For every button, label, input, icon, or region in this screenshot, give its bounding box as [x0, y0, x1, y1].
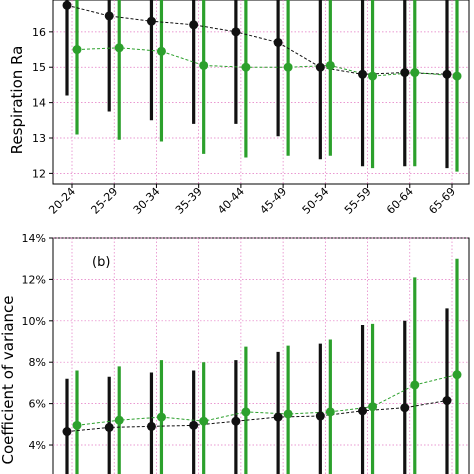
- x-tick-label: 65-69: [426, 185, 458, 217]
- x-tick-label: 30-34: [131, 185, 163, 217]
- respiration-rate-panel: 12 13 14 15 16 20-24 25-29 30-34 35-39 40-44 45-4…: [8, 0, 470, 217]
- y-tick-label: 4%: [29, 439, 46, 452]
- x-tick-label: 20-24: [46, 185, 78, 217]
- y-tick-labels-b: 4% 6% 8% 10% 12% 14%: [22, 232, 53, 452]
- y-tick-label: 12%: [22, 273, 46, 286]
- x-tick-label: 50-54: [300, 185, 332, 217]
- data-point-green: [410, 68, 420, 78]
- data-points-a: [62, 0, 462, 81]
- data-point-green: [72, 420, 82, 430]
- y-axis-label-b: Coefficient of variance: [0, 296, 17, 465]
- series-lines-a: [66, 4, 458, 77]
- data-point-black: [189, 20, 199, 30]
- data-point-green: [241, 407, 251, 417]
- data-point-green: [410, 380, 420, 390]
- data-point-green: [114, 43, 124, 53]
- data-point-black: [146, 421, 156, 431]
- plot-frame-b: [52, 237, 470, 474]
- data-point-black: [315, 411, 325, 421]
- y-tick-label: 15: [32, 61, 46, 74]
- data-point-green: [368, 402, 378, 412]
- data-point-black: [231, 416, 241, 426]
- x-tick-label: 40-44: [215, 185, 247, 217]
- data-point-green: [283, 409, 293, 419]
- x-tick-label: 55-59: [342, 185, 374, 217]
- data-point-black: [189, 420, 199, 430]
- y-tick-labels-a: 12 13 14 15 16: [32, 26, 53, 180]
- data-point-green: [452, 71, 462, 81]
- x-tick-label: 25-29: [89, 185, 121, 217]
- series-line-black: [66, 4, 448, 75]
- plot-frame-a: [52, 0, 470, 185]
- data-point-black: [146, 16, 156, 26]
- y-axis-label-a: Respiration Ra: [8, 46, 26, 155]
- series-line-green: [76, 47, 458, 77]
- data-point-black: [358, 69, 368, 79]
- x-tick-labels-a: 20-24 25-29 30-34 35-39 40-44 45-49 50-54 55-59…: [46, 184, 458, 217]
- coefficient-of-variance-panel: 4% 6% 8% 10% 12% 14% (b) Coefficient of varia…: [0, 232, 470, 474]
- data-point-green: [241, 62, 251, 72]
- data-point-black: [104, 422, 114, 432]
- data-point-green: [325, 60, 335, 70]
- series-lines-b: [66, 374, 458, 433]
- data-point-black: [62, 0, 72, 10]
- data-point-green: [199, 416, 209, 426]
- y-tick-label: 14%: [22, 232, 46, 245]
- data-point-black: [442, 69, 452, 79]
- data-point-black: [442, 396, 452, 406]
- data-point-green: [156, 412, 166, 422]
- data-point-black: [273, 412, 283, 422]
- error-bars-b: [65, 258, 459, 474]
- y-tick-label: 6%: [29, 398, 46, 411]
- data-point-green: [368, 71, 378, 81]
- data-point-green: [72, 45, 82, 55]
- data-point-black: [315, 62, 325, 72]
- x-tick-label: 45-49: [257, 185, 289, 217]
- data-point-black: [231, 27, 241, 37]
- data-point-black: [400, 403, 410, 413]
- data-point-black: [400, 68, 410, 78]
- data-point-black: [358, 406, 368, 416]
- data-point-black: [62, 427, 72, 437]
- data-point-black: [104, 11, 114, 21]
- data-point-black: [273, 37, 283, 47]
- x-tick-label: 35-39: [173, 185, 205, 217]
- series-line-green: [76, 374, 458, 426]
- data-point-green: [452, 370, 462, 380]
- panel-label-b: (b): [92, 255, 110, 270]
- y-tick-label: 16: [32, 26, 46, 39]
- data-point-green: [156, 46, 166, 56]
- gridlines-b: [53, 237, 469, 474]
- y-tick-label: 8%: [29, 356, 46, 369]
- y-tick-label: 10%: [22, 315, 46, 328]
- data-points-b: [62, 370, 462, 437]
- y-tick-label: 14: [32, 97, 46, 110]
- data-point-green: [114, 415, 124, 425]
- data-point-green: [199, 60, 209, 70]
- data-point-green: [325, 407, 335, 417]
- series-line-black: [66, 400, 448, 433]
- y-tick-label: 12: [32, 167, 46, 180]
- error-bars-a: [65, 0, 459, 172]
- x-tick-label: 60-64: [384, 185, 416, 217]
- data-point-green: [283, 62, 293, 72]
- y-tick-label: 13: [32, 132, 46, 145]
